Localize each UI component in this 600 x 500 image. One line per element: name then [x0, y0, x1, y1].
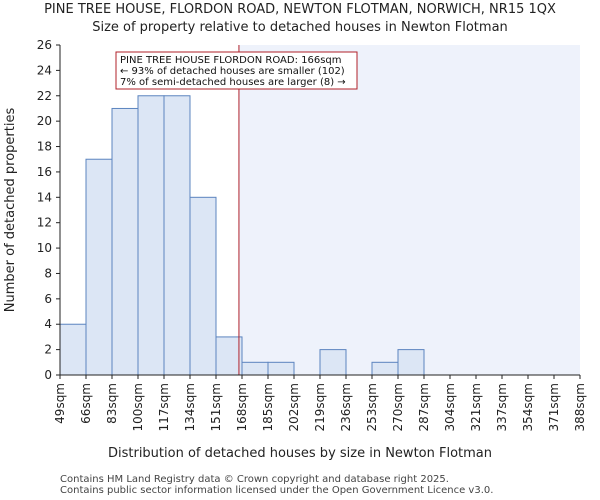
y-tick-label: 10	[37, 241, 52, 255]
histogram-bar-151sqm	[215, 336, 243, 376]
x-axis-label: Distribution of detached houses by size …	[108, 446, 492, 461]
y-tick-label: 0	[44, 368, 52, 382]
histogram-bar-83sqm	[111, 107, 139, 376]
x-tick-label: 236sqm	[339, 383, 353, 431]
x-tick-label: 49sqm	[53, 383, 67, 424]
x-tick-label: 117sqm	[157, 383, 171, 431]
x-tick-label: 185sqm	[261, 383, 275, 431]
y-tick-label: 12	[37, 216, 52, 230]
x-tick-label: 100sqm	[131, 383, 145, 431]
annotation-line-2: ← 93% of detached houses are smaller (10…	[120, 66, 345, 77]
x-tick-label: 202sqm	[287, 383, 301, 431]
footer-line-1: Contains HM Land Registry data © Crown c…	[60, 474, 449, 485]
histogram-bar-134sqm	[189, 196, 217, 376]
y-tick-label: 26	[37, 38, 52, 52]
x-ticks-group: 49sqm 66sqm 83sqm 100sqm 117sqm 134sqm 151sqm 1…	[53, 375, 587, 431]
y-tick-label: 14	[37, 190, 52, 204]
x-tick-label: 219sqm	[313, 383, 327, 431]
x-tick-label: 253sqm	[365, 383, 379, 431]
histogram-bar-117sqm	[163, 95, 191, 376]
y-tick-label: 8	[44, 266, 52, 280]
x-tick-label: 134sqm	[183, 383, 197, 431]
y-tick-label: 24	[37, 63, 52, 77]
x-tick-label: 287sqm	[417, 383, 431, 431]
y-tick-label: 18	[37, 140, 52, 154]
y-tick-label: 4	[44, 317, 52, 331]
histogram-bar-253sqm	[371, 361, 399, 376]
x-tick-label: 270sqm	[391, 383, 405, 431]
x-tick-label: 168sqm	[235, 383, 249, 431]
x-tick-label: 83sqm	[105, 383, 119, 424]
histogram-bar-219sqm	[319, 349, 347, 376]
footer-line-2: Contains public sector information licen…	[60, 485, 493, 496]
y-tick-label: 16	[37, 165, 52, 179]
histogram-bar-168sqm	[241, 361, 269, 376]
y-tick-label: 2	[44, 343, 52, 357]
x-tick-label: 371sqm	[547, 383, 561, 431]
annotation-line-3: 7% of semi-detached houses are larger (8…	[120, 77, 346, 88]
histogram-bar-66sqm	[85, 158, 113, 376]
histogram-bar-185sqm	[267, 361, 295, 376]
highlight-region	[238, 45, 581, 375]
y-tick-label: 20	[37, 114, 52, 128]
y-tick-label: 22	[37, 89, 52, 103]
y-tick-label: 6	[44, 292, 52, 306]
x-tick-label: 337sqm	[495, 383, 509, 431]
chart-title: PINE TREE HOUSE, FLORDON ROAD, NEWTON FL…	[44, 2, 556, 17]
x-tick-label: 66sqm	[79, 383, 93, 424]
chart-subtitle: Size of property relative to detached ho…	[92, 20, 508, 35]
histogram-bar-100sqm	[137, 95, 165, 376]
histogram-bar-49sqm	[59, 323, 87, 376]
x-tick-label: 388sqm	[573, 383, 587, 431]
x-tick-label: 151sqm	[209, 383, 223, 431]
x-tick-label: 354sqm	[521, 383, 535, 431]
x-tick-label: 304sqm	[443, 383, 457, 431]
annotation-line-1: PINE TREE HOUSE FLORDON ROAD: 166sqm	[120, 55, 342, 66]
bars-group	[59, 95, 425, 376]
x-tick-label: 321sqm	[469, 383, 483, 431]
histogram-bar-270sqm	[397, 349, 425, 376]
annotation-box	[115, 51, 358, 90]
y-axis-label: Number of detached properties	[3, 108, 18, 313]
